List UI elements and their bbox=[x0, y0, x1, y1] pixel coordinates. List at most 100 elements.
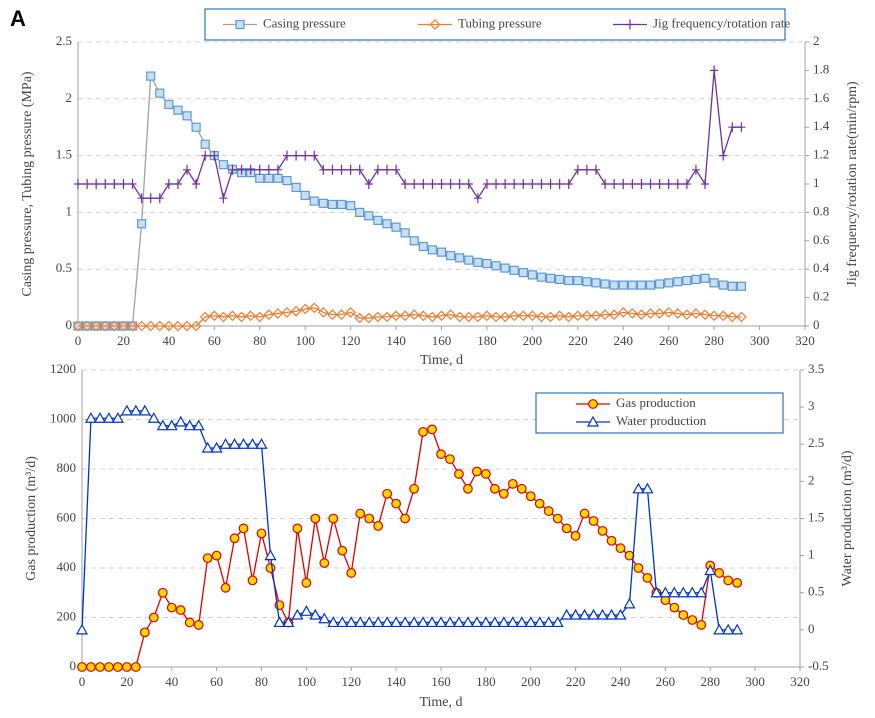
marker bbox=[336, 309, 347, 320]
marker bbox=[174, 415, 187, 427]
marker bbox=[582, 277, 592, 287]
marker bbox=[597, 525, 608, 536]
marker bbox=[545, 311, 556, 323]
marker bbox=[588, 399, 598, 409]
marker bbox=[417, 310, 429, 322]
marker bbox=[677, 586, 690, 598]
marker bbox=[419, 179, 428, 189]
marker bbox=[623, 597, 636, 609]
marker bbox=[163, 320, 175, 332]
marker bbox=[354, 312, 366, 324]
marker bbox=[355, 207, 365, 217]
marker bbox=[632, 482, 645, 494]
marker bbox=[74, 179, 82, 189]
marker bbox=[696, 620, 707, 630]
marker bbox=[164, 179, 173, 189]
marker bbox=[488, 616, 501, 628]
marker bbox=[228, 438, 241, 449]
x-tick-label: 160 bbox=[431, 674, 451, 689]
marker bbox=[464, 179, 473, 189]
marker bbox=[645, 280, 656, 290]
marker bbox=[155, 193, 164, 204]
y2-tick-label: 1.2 bbox=[813, 147, 829, 162]
marker bbox=[208, 310, 220, 322]
marker bbox=[90, 320, 102, 332]
marker bbox=[525, 491, 536, 502]
marker bbox=[327, 199, 338, 210]
marker bbox=[327, 309, 338, 320]
marker bbox=[445, 454, 455, 465]
marker bbox=[173, 179, 182, 189]
marker bbox=[157, 587, 168, 598]
marker bbox=[617, 307, 629, 318]
x-tick-label: 280 bbox=[704, 333, 724, 348]
y-tick-label: 600 bbox=[57, 509, 77, 524]
marker bbox=[534, 498, 545, 509]
marker bbox=[517, 310, 529, 322]
marker bbox=[736, 281, 746, 291]
y-tick-label: 1.5 bbox=[56, 147, 72, 162]
marker bbox=[655, 179, 664, 189]
marker bbox=[399, 616, 412, 628]
y-axis-label: Gas production (m³/d) bbox=[24, 456, 39, 581]
marker bbox=[654, 308, 665, 319]
marker bbox=[81, 320, 93, 332]
marker bbox=[668, 586, 681, 598]
marker bbox=[573, 164, 582, 175]
marker bbox=[190, 320, 202, 332]
marker bbox=[437, 179, 446, 189]
marker bbox=[373, 521, 384, 531]
x-tick-label: 80 bbox=[255, 674, 268, 689]
marker bbox=[489, 483, 500, 494]
marker bbox=[264, 173, 274, 183]
marker bbox=[391, 498, 402, 509]
marker bbox=[77, 662, 87, 672]
marker bbox=[219, 438, 232, 449]
marker bbox=[713, 623, 726, 635]
marker bbox=[84, 412, 97, 423]
marker bbox=[546, 179, 555, 189]
marker bbox=[527, 310, 538, 322]
marker bbox=[139, 627, 150, 638]
marker bbox=[731, 623, 744, 635]
marker bbox=[555, 179, 564, 189]
marker bbox=[543, 506, 554, 516]
marker bbox=[328, 513, 339, 524]
marker bbox=[201, 150, 210, 161]
marker bbox=[372, 311, 384, 323]
marker bbox=[256, 528, 267, 539]
x-tick-label: 160 bbox=[432, 333, 452, 348]
marker bbox=[72, 320, 84, 332]
marker bbox=[86, 662, 96, 672]
x-tick-label: 260 bbox=[659, 333, 679, 348]
marker bbox=[83, 179, 92, 189]
marker bbox=[355, 508, 366, 519]
marker bbox=[110, 179, 119, 189]
marker bbox=[148, 612, 159, 623]
x-tick-label: 200 bbox=[521, 674, 541, 689]
marker bbox=[728, 122, 737, 133]
y2-tick-label: 0.8 bbox=[813, 203, 829, 218]
marker bbox=[273, 616, 286, 628]
marker bbox=[542, 616, 555, 628]
marker bbox=[409, 236, 419, 246]
marker bbox=[99, 320, 111, 332]
marker bbox=[664, 278, 674, 288]
marker bbox=[138, 404, 151, 416]
marker bbox=[518, 268, 528, 278]
marker bbox=[309, 196, 319, 206]
marker bbox=[300, 190, 310, 200]
marker bbox=[372, 616, 385, 628]
marker bbox=[473, 193, 482, 204]
y2-tick-label: 0.4 bbox=[813, 260, 830, 275]
marker bbox=[254, 311, 266, 323]
marker bbox=[588, 516, 599, 526]
y-tick-label: 1000 bbox=[50, 410, 76, 425]
marker bbox=[146, 71, 156, 81]
marker bbox=[136, 320, 147, 332]
marker bbox=[599, 309, 611, 320]
marker bbox=[220, 582, 231, 593]
marker bbox=[310, 513, 321, 524]
marker bbox=[127, 320, 138, 332]
marker bbox=[682, 275, 692, 286]
